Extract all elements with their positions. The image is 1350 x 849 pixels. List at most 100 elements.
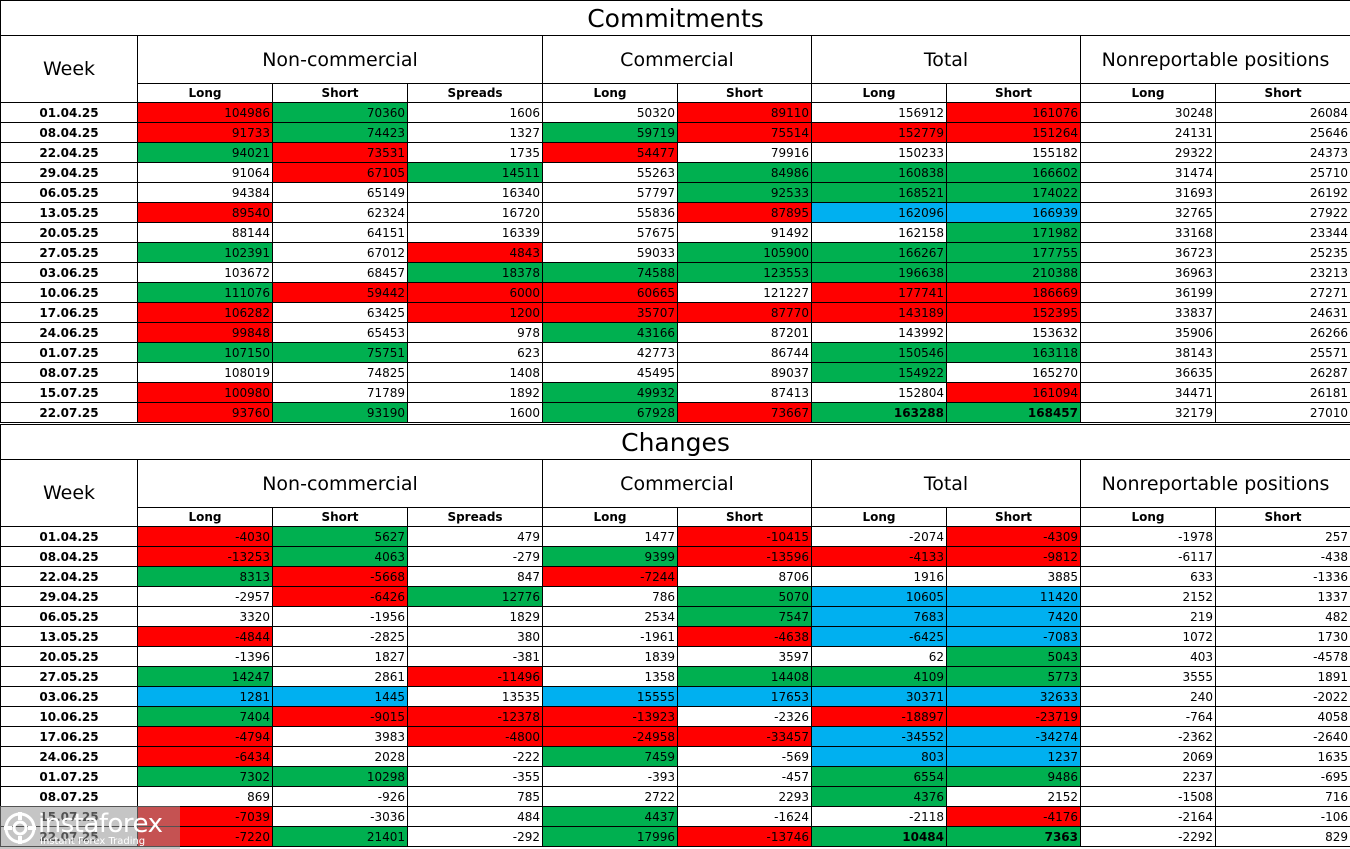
value-cell: 1730 [1215,626,1350,647]
value-cell: 160838 [811,162,947,183]
value-cell: 168521 [811,182,947,203]
sub-header: Short [1215,507,1350,527]
week-header: Week [0,459,138,527]
value-cell: 1200 [407,302,543,323]
value-cell: -1961 [542,626,678,647]
value-cell: 55836 [542,202,678,223]
value-cell: -4794 [137,726,273,747]
table-row: 06.05.25 94384 65149 16340 57797 92533 168521 1… [0,182,1350,203]
value-cell: 177741 [811,282,947,303]
table-row: 06.05.25 3320 -1956 1829 2534 7547 7683 7420 219… [0,606,1350,627]
value-cell: 847 [407,566,543,587]
sub-header: Short [272,507,408,527]
value-cell: -2326 [677,706,812,727]
value-cell: 1281 [137,686,273,707]
value-cell: -2074 [811,526,947,547]
value-cell: 62 [811,646,947,667]
value-cell: -13746 [677,826,812,847]
value-cell: 32179 [1080,402,1216,423]
value-cell: 43166 [542,322,678,343]
value-cell: 91733 [137,122,273,143]
value-cell: 34471 [1080,382,1216,403]
value-cell: 2069 [1080,746,1216,767]
value-cell: 74825 [272,362,408,383]
value-cell: 17653 [677,686,812,707]
value-cell: -569 [677,746,812,767]
value-cell: 27010 [1214,402,1350,423]
value-cell: 55263 [542,162,678,183]
table-row: 01.04.25 104986 70360 1606 50320 89110 156912 1… [0,102,1350,123]
value-cell: 156912 [811,102,947,123]
value-cell: 10605 [811,586,947,607]
week-cell: 08.04.25 [0,546,138,567]
table-row: 08.07.25 108019 74825 1408 45495 89037 154922 1… [0,362,1350,383]
value-cell: 67012 [272,242,408,263]
value-cell: 16340 [407,182,543,203]
value-cell: 2861 [272,666,408,687]
value-cell: -34274 [946,726,1081,747]
value-cell: 26287 [1214,362,1350,383]
value-cell: 154922 [811,362,947,383]
value-cell: 100980 [137,382,273,403]
instaforex-logo-icon [4,812,36,844]
value-cell: 25646 [1214,122,1350,143]
value-cell: -34552 [811,726,947,747]
sub-header: Long [542,507,678,527]
instaforex-logo: instaforex Instant Forex Trading [0,806,180,849]
value-cell: 14247 [137,666,273,687]
value-cell: 4437 [542,806,678,827]
value-cell: 94021 [137,142,273,163]
value-cell: 162096 [811,202,947,223]
value-cell: 1337 [1215,586,1350,607]
table-row: 29.04.25 91064 67105 14511 55263 84986 160838 1… [0,162,1350,183]
value-cell: 2028 [272,746,408,767]
value-cell: 7459 [542,746,678,767]
value-cell: 150233 [811,142,947,163]
value-cell: 123553 [677,262,812,283]
value-cell: 59033 [542,242,678,263]
value-cell: 9399 [542,546,678,567]
value-cell: 5070 [677,586,812,607]
value-cell: 74423 [272,122,408,143]
value-cell: 3320 [137,606,273,627]
value-cell: 163118 [946,342,1081,363]
value-cell: 36635 [1080,362,1216,383]
value-cell: -10415 [677,526,812,547]
table-row: 03.06.25 1281 1445 13535 15555 17653 30371 3263… [0,686,1350,707]
value-cell: 210388 [946,262,1081,283]
group-header: Nonreportable positions [1079,35,1350,84]
group-header: Non-commercial [137,459,543,508]
week-cell: 13.05.25 [0,202,138,223]
value-cell: 87413 [677,382,812,403]
value-cell: 166267 [811,242,947,263]
week-cell: 24.06.25 [0,322,138,343]
value-cell: 240 [1080,686,1216,707]
value-cell: 1635 [1215,746,1350,767]
value-cell: -33457 [677,726,812,747]
table-row: 13.05.25 -4844 -2825 380 -1961 -4638 -6425 -708… [0,626,1350,647]
value-cell: 24631 [1214,302,1350,323]
value-cell: -4133 [811,546,947,567]
value-cell: 64151 [272,222,408,243]
value-cell: -4030 [137,526,273,547]
value-cell: -7244 [542,566,678,587]
value-cell: 1445 [272,686,408,707]
sub-header: Long [542,83,678,103]
value-cell: 23344 [1214,222,1350,243]
value-cell: 94384 [137,182,273,203]
value-cell: 60665 [542,282,678,303]
value-cell: 165270 [946,362,1081,383]
value-cell: 102391 [137,242,273,263]
group-header: Commercial [542,459,812,508]
value-cell: 716 [1215,786,1350,807]
value-cell: 99848 [137,322,273,343]
value-cell: 1408 [407,362,543,383]
value-cell: 163288 [811,402,947,423]
value-cell: 161076 [946,102,1081,123]
value-cell: 63425 [272,302,408,323]
value-cell: 166939 [946,202,1081,223]
value-cell: -695 [1215,766,1350,787]
week-cell: 20.05.25 [0,222,138,243]
value-cell: 73667 [677,402,812,423]
table-row: 10.06.25 7404 -9015 -12378 -13923 -2326 -18897… [0,706,1350,727]
